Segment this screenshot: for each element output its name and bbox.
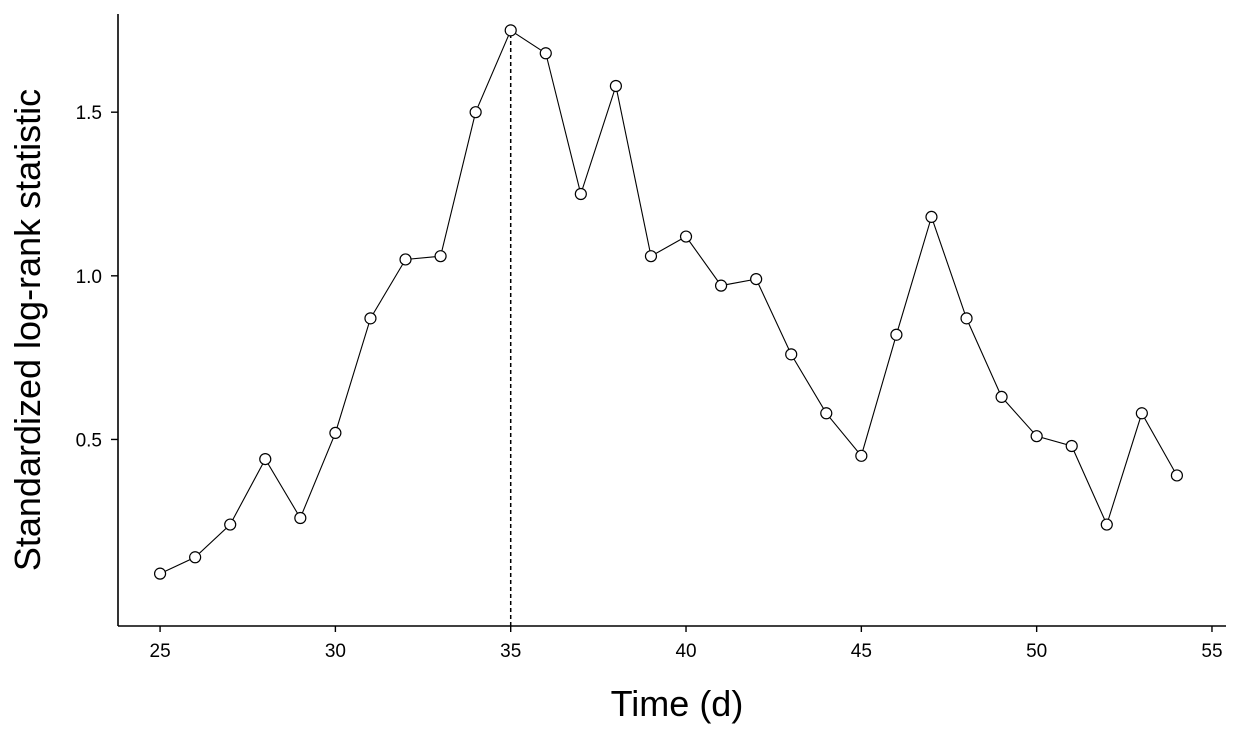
series-line	[159, 29, 1178, 575]
x-tick-label: 25	[150, 641, 171, 662]
data-point	[609, 79, 622, 93]
data-point	[259, 452, 272, 466]
data-point	[189, 551, 202, 564]
y-tick-label: 0.5	[76, 430, 102, 451]
data-point	[539, 47, 552, 60]
x-tick-label: 35	[500, 641, 521, 662]
y-axis-ticks: 0.5 1.0 1.5	[76, 103, 118, 451]
data-point	[224, 518, 237, 531]
data-point	[364, 312, 377, 325]
x-tick-label: 30	[325, 641, 346, 662]
data-point	[1100, 518, 1113, 531]
x-tick-label: 45	[851, 641, 872, 662]
data-point	[960, 312, 973, 325]
y-tick-label: 1.0	[76, 267, 102, 288]
x-tick-label: 50	[1026, 641, 1047, 662]
data-point	[1030, 430, 1043, 443]
x-tick-label: 40	[675, 641, 696, 662]
x-axis-title: Time (d)	[611, 683, 744, 724]
data-point	[785, 348, 798, 361]
data-point	[399, 253, 412, 266]
data-point	[329, 426, 342, 440]
data-point	[574, 187, 587, 201]
data-point	[855, 449, 868, 462]
data-point	[504, 24, 517, 37]
data-point	[1135, 407, 1148, 420]
data-point	[294, 511, 307, 525]
data-point	[1065, 439, 1078, 453]
data-point	[890, 328, 903, 341]
data-point	[434, 250, 447, 263]
data-point	[153, 567, 167, 580]
data-point	[469, 106, 482, 119]
x-tick-label: 55	[1201, 641, 1222, 662]
data-point	[1170, 469, 1184, 482]
data-point	[995, 390, 1008, 404]
data-point	[644, 250, 658, 263]
y-axis-title: Standardized log-rank statistic	[7, 89, 48, 571]
y-tick-label: 1.5	[76, 103, 102, 124]
x-axis-ticks: 25 30 35 40 45 50 55	[150, 626, 1223, 662]
data-point	[820, 407, 833, 420]
data-point	[679, 230, 693, 243]
series-layer	[153, 24, 1184, 580]
data-point	[714, 279, 728, 292]
data-point	[925, 210, 938, 224]
data-point	[750, 272, 763, 286]
